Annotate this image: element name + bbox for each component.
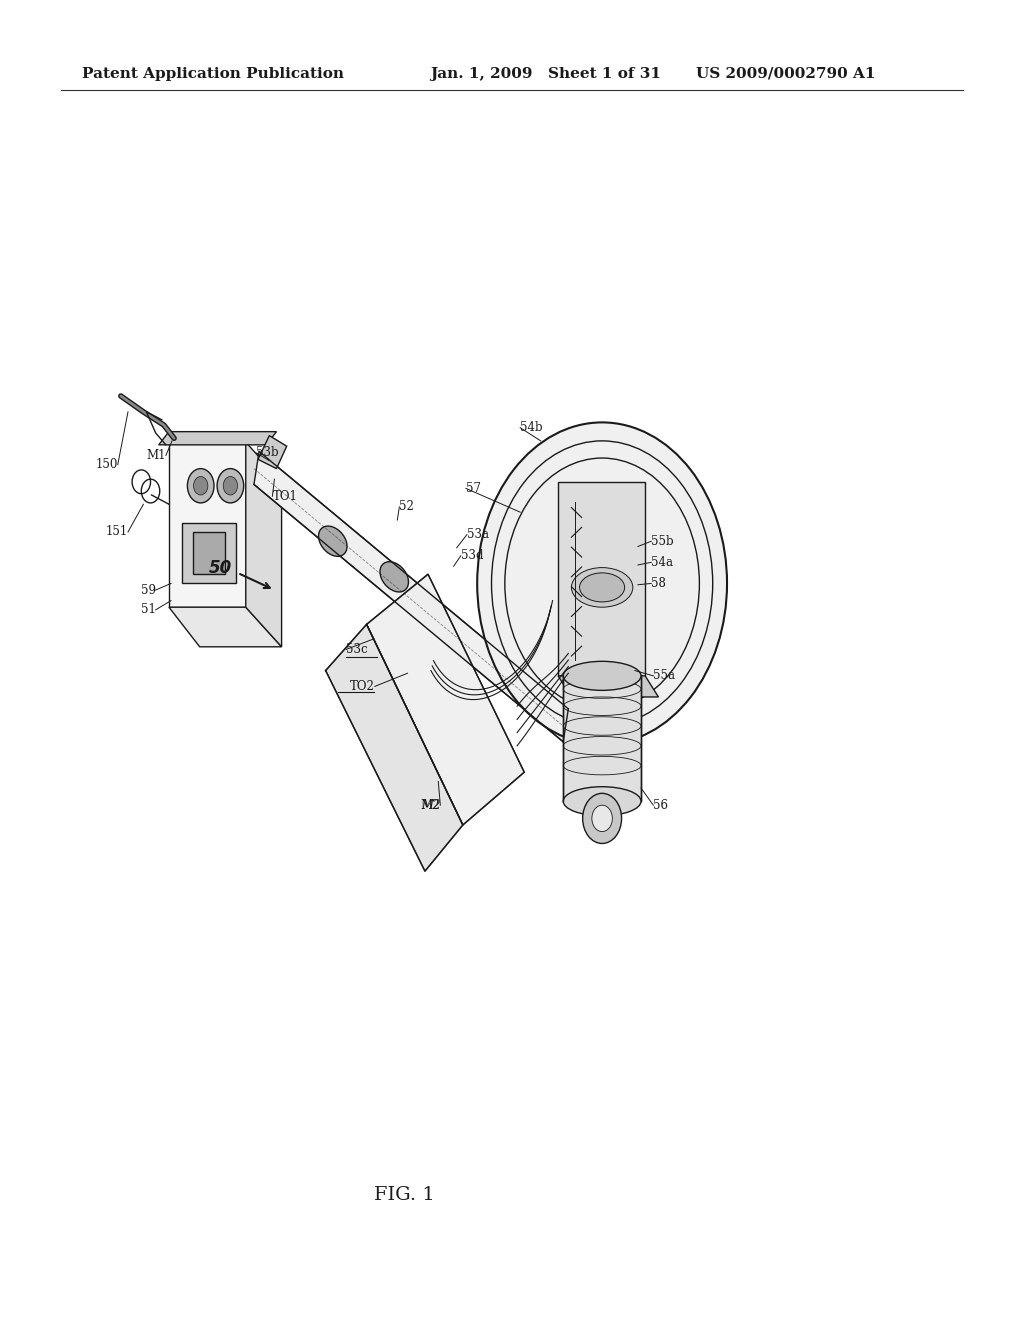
Polygon shape <box>169 607 282 647</box>
Polygon shape <box>326 624 463 871</box>
Ellipse shape <box>563 661 641 690</box>
Text: 53a: 53a <box>467 528 488 541</box>
Text: 150: 150 <box>95 458 118 471</box>
Text: M2: M2 <box>421 799 440 812</box>
Text: US 2009/0002790 A1: US 2009/0002790 A1 <box>696 67 876 81</box>
Polygon shape <box>193 532 225 574</box>
Text: 52: 52 <box>399 500 415 513</box>
Text: FIG. 1: FIG. 1 <box>374 1185 435 1204</box>
Text: 53b: 53b <box>256 446 279 459</box>
Text: TO1: TO1 <box>272 490 297 503</box>
Circle shape <box>187 469 214 503</box>
Polygon shape <box>367 574 524 825</box>
Circle shape <box>477 422 727 744</box>
Polygon shape <box>258 436 287 469</box>
Ellipse shape <box>563 787 641 816</box>
Text: 151: 151 <box>105 525 128 539</box>
Text: 56: 56 <box>653 799 669 812</box>
Text: 51: 51 <box>140 603 156 616</box>
Text: Jan. 1, 2009: Jan. 1, 2009 <box>430 67 532 81</box>
Text: TO2: TO2 <box>350 680 375 693</box>
Polygon shape <box>246 442 282 647</box>
Polygon shape <box>563 676 641 801</box>
Text: 50: 50 <box>209 558 231 577</box>
Text: 57: 57 <box>466 482 481 495</box>
Polygon shape <box>558 676 658 697</box>
Text: 54a: 54a <box>651 556 673 569</box>
Text: 53c: 53c <box>346 643 368 656</box>
Text: 54b: 54b <box>520 421 543 434</box>
Text: Patent Application Publication: Patent Application Publication <box>82 67 344 81</box>
Text: Sheet 1 of 31: Sheet 1 of 31 <box>548 67 660 81</box>
Ellipse shape <box>318 527 347 556</box>
Polygon shape <box>159 432 276 445</box>
Text: 53d: 53d <box>461 549 483 562</box>
Circle shape <box>583 793 622 843</box>
Text: 58: 58 <box>651 577 667 590</box>
Circle shape <box>592 805 612 832</box>
Ellipse shape <box>380 562 409 591</box>
Text: 55b: 55b <box>651 535 674 548</box>
Polygon shape <box>182 523 236 583</box>
Polygon shape <box>558 482 645 676</box>
Ellipse shape <box>571 568 633 607</box>
Circle shape <box>217 469 244 503</box>
Polygon shape <box>169 442 246 607</box>
Text: 59: 59 <box>140 583 156 597</box>
Circle shape <box>194 477 208 495</box>
Ellipse shape <box>580 573 625 602</box>
Text: 55a: 55a <box>653 669 675 682</box>
Circle shape <box>223 477 238 495</box>
Text: M2: M2 <box>421 799 440 812</box>
Text: M1: M1 <box>146 449 166 462</box>
Polygon shape <box>254 451 568 742</box>
